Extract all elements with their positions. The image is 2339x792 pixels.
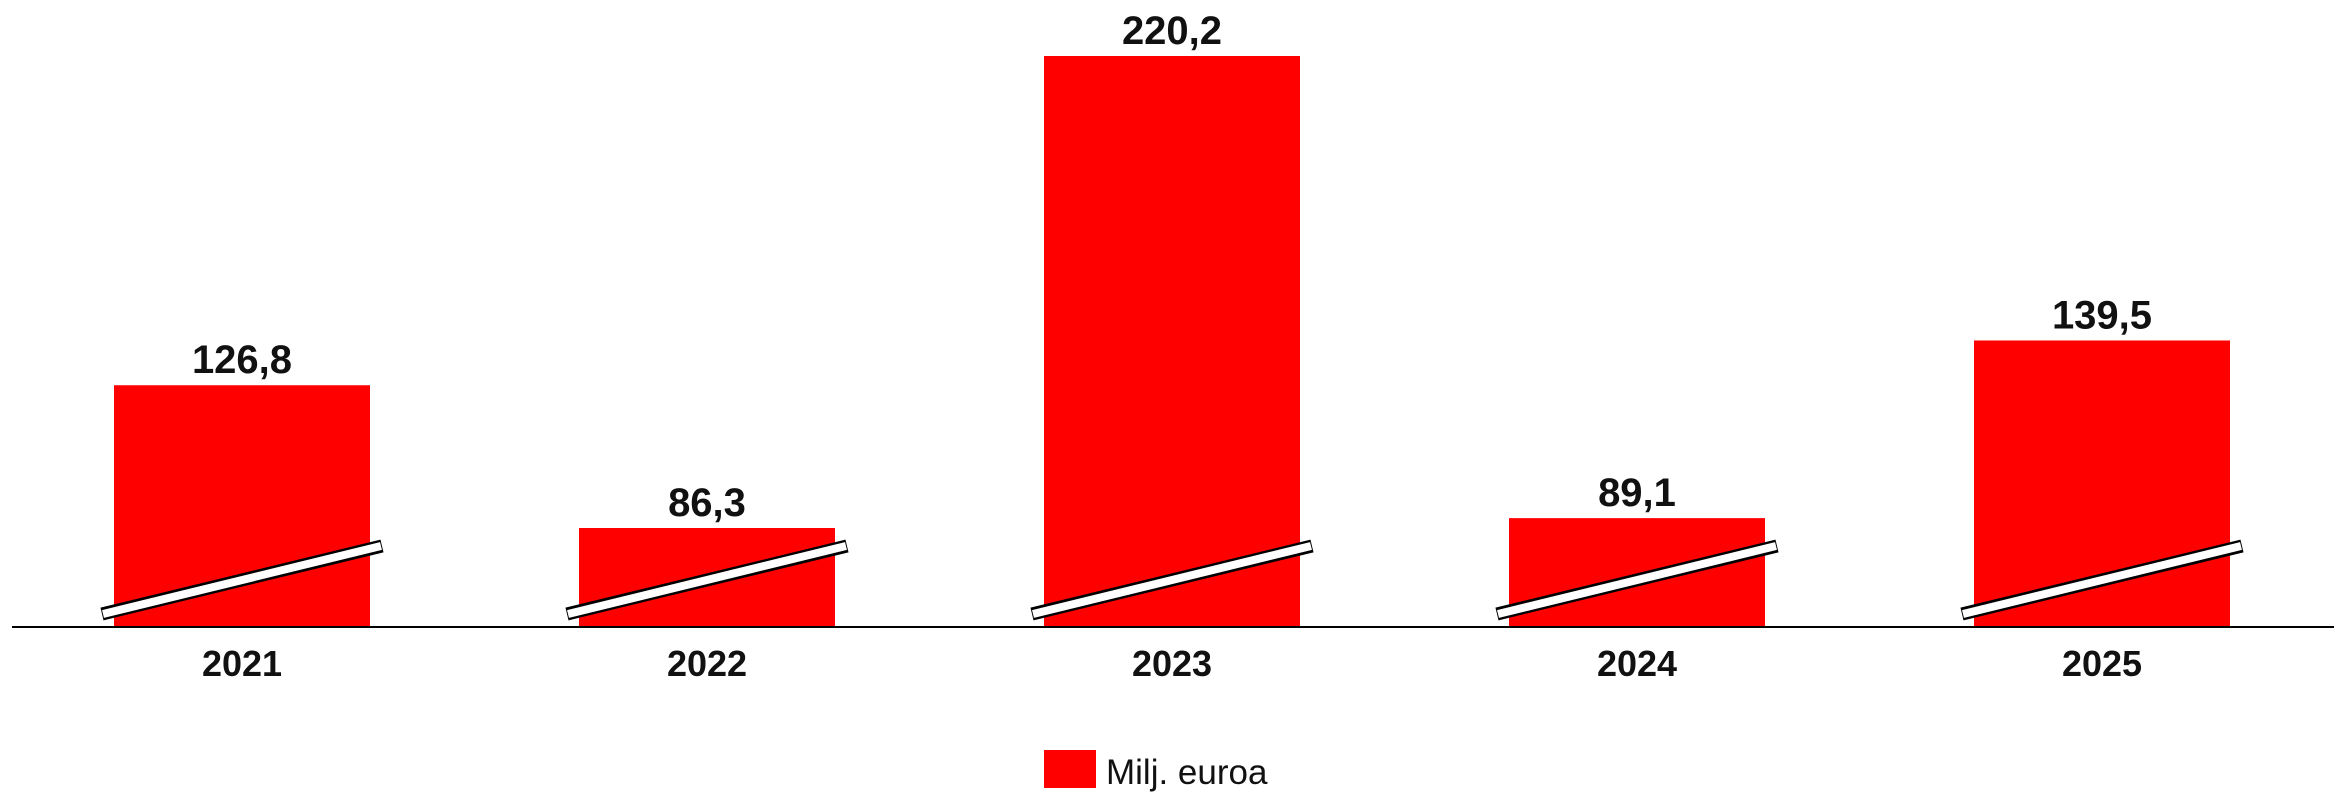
x-tick-label-2022: 2022 bbox=[667, 643, 747, 684]
legend: Milj. euroa bbox=[1044, 750, 1268, 792]
value-labels-group: 126,8 86,3 220,2 89,1 139,5 bbox=[192, 9, 2152, 525]
axis-breaks-group bbox=[100, 539, 2244, 621]
x-tick-label-2024: 2024 bbox=[1597, 643, 1677, 684]
legend-label: Milj. euroa bbox=[1106, 753, 1268, 792]
axis-break-2025 bbox=[1960, 539, 2244, 621]
axis-break-2021 bbox=[100, 539, 384, 621]
bars-group bbox=[114, 56, 2230, 627]
bar-2024 bbox=[1509, 518, 1765, 627]
bar-2023 bbox=[1044, 56, 1300, 627]
axis-break-2024 bbox=[1495, 539, 1779, 621]
x-tick-labels-group: 2021 2022 2023 2024 2025 bbox=[202, 643, 2142, 684]
x-tick-label-2021: 2021 bbox=[202, 643, 282, 684]
x-tick-label-2025: 2025 bbox=[2062, 643, 2142, 684]
legend-swatch bbox=[1044, 750, 1096, 788]
value-label-2025: 139,5 bbox=[2052, 293, 2152, 337]
axis-break-2023 bbox=[1030, 539, 1314, 621]
bar-2021 bbox=[114, 385, 370, 627]
value-label-2021: 126,8 bbox=[192, 338, 292, 382]
value-label-2022: 86,3 bbox=[668, 481, 746, 525]
value-label-2023: 220,2 bbox=[1122, 9, 1222, 53]
value-label-2024: 89,1 bbox=[1598, 471, 1676, 515]
axis-break-2022 bbox=[565, 539, 849, 621]
x-tick-label-2023: 2023 bbox=[1132, 643, 1212, 684]
